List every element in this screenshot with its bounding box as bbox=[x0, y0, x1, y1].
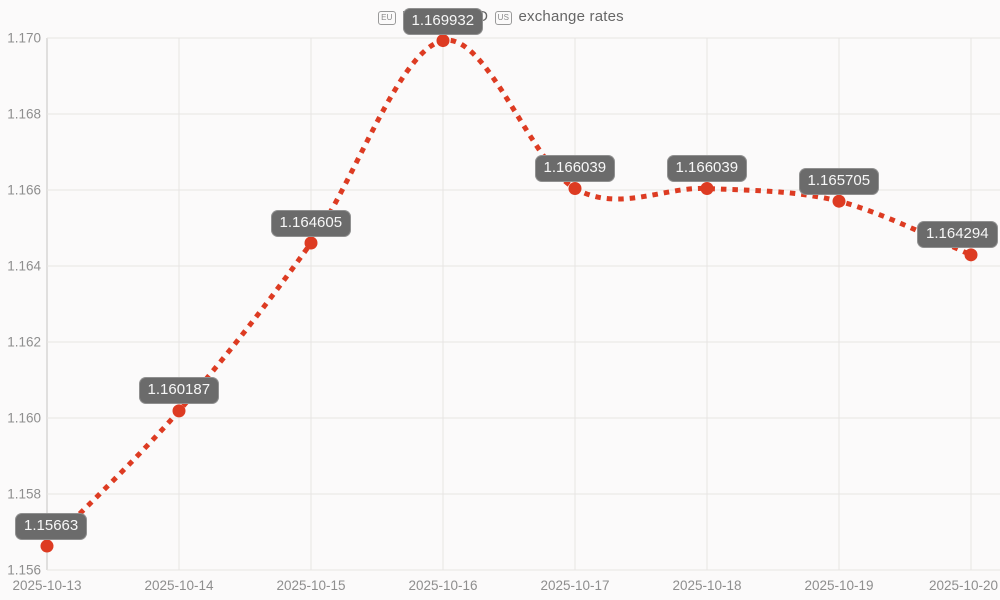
y-tick-label: 1.156 bbox=[7, 563, 41, 578]
data-point[interactable] bbox=[40, 539, 54, 553]
x-tick-label: 2025-10-15 bbox=[276, 578, 345, 593]
x-tick-label: 2025-10-14 bbox=[144, 578, 214, 593]
us-flag-icon: US bbox=[494, 11, 513, 25]
data-point[interactable] bbox=[700, 182, 714, 196]
data-point[interactable] bbox=[568, 182, 582, 196]
y-tick-label: 1.166 bbox=[7, 183, 41, 198]
y-tick-label: 1.170 bbox=[7, 31, 41, 46]
x-tick-label: 2025-10-16 bbox=[408, 578, 477, 593]
data-point[interactable] bbox=[436, 34, 450, 48]
x-tick-label: 2025-10-20 bbox=[929, 578, 998, 593]
x-tick-label: 2025-10-17 bbox=[540, 578, 609, 593]
x-tick-label: 2025-10-18 bbox=[672, 578, 741, 593]
y-tick-label: 1.162 bbox=[7, 335, 41, 350]
y-tick-label: 1.158 bbox=[7, 487, 41, 502]
eu-flag-icon: EU bbox=[378, 11, 396, 25]
chart-title-text: EUR to USD bbox=[402, 8, 489, 25]
y-tick-label: 1.164 bbox=[7, 259, 41, 274]
data-point[interactable] bbox=[172, 404, 186, 418]
data-point[interactable] bbox=[832, 194, 846, 208]
x-tick-label: 2025-10-13 bbox=[12, 578, 81, 593]
chart-title: EU EUR to USD US exchange rates bbox=[0, 8, 1000, 25]
data-point[interactable] bbox=[964, 248, 978, 262]
x-tick-label: 2025-10-19 bbox=[804, 578, 873, 593]
chart-title-suffix: exchange rates bbox=[518, 8, 624, 25]
rate-line-series bbox=[45, 37, 972, 548]
y-tick-label: 1.168 bbox=[7, 107, 41, 122]
data-point[interactable] bbox=[304, 236, 318, 250]
y-tick-label: 1.160 bbox=[7, 411, 41, 426]
